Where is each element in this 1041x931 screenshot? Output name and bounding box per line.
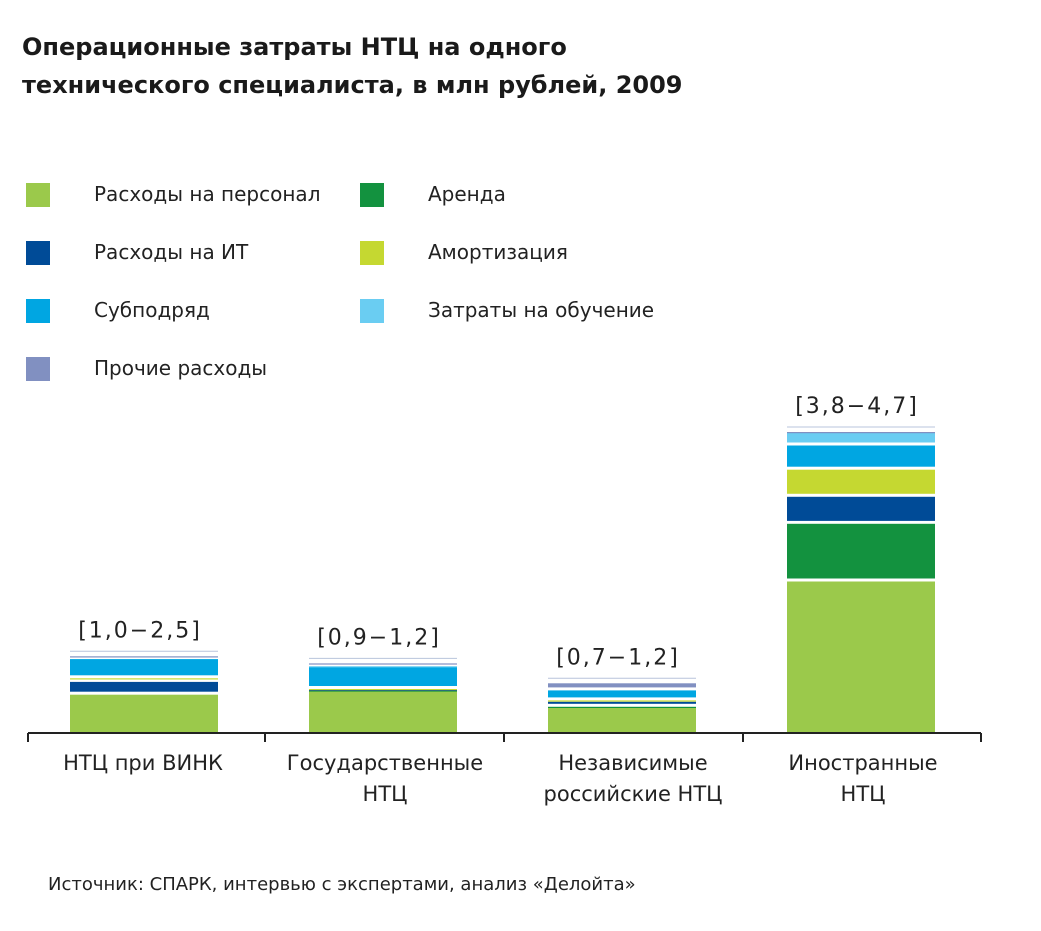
legend-item: Прочие расходы [26, 354, 267, 384]
stacked-bar-chart: [1,0−2,5] НТЦ при ВИНК [0,9−1,2] Государств… [27, 394, 982, 806]
legend-swatch [26, 183, 50, 207]
bar-segment [548, 706, 696, 708]
x-tick-label: Независимые [558, 751, 707, 775]
bar-segment [309, 666, 457, 668]
legend-label: Аренда [428, 182, 506, 206]
range-label: [3,8−4,7] [795, 394, 919, 419]
bar-segment [787, 581, 935, 733]
bar-segment [787, 432, 935, 443]
bar-segment [309, 691, 457, 733]
bar-segment [548, 701, 696, 704]
bar-segment [70, 656, 218, 658]
bar-segment [309, 690, 457, 692]
bar-segment [70, 694, 218, 733]
legend-item: Субподряд [26, 296, 210, 326]
bar-segment [70, 681, 218, 692]
chart-title-line: технического специалиста, в млн рублей, … [22, 71, 683, 99]
legend-swatch [26, 241, 50, 265]
legend-label: Субподряд [94, 298, 210, 322]
legend-label: Расходы на персонал [94, 182, 321, 206]
legend-label: Расходы на ИТ [94, 240, 249, 264]
bar-segment [787, 445, 935, 467]
bar-segment [548, 707, 696, 733]
bar-segment [787, 523, 935, 579]
legend-item: Аренда [360, 180, 506, 210]
source-note: Источник: СПАРК, интервью с экспертами, … [48, 874, 636, 895]
x-tick-label: НТЦ [363, 782, 408, 806]
x-tick-label: Государственные [287, 751, 483, 775]
bar-segment [70, 659, 218, 676]
legend-item: Расходы на ИТ [26, 238, 248, 268]
bar-segment [70, 678, 218, 680]
x-tick-label: Иностранные [788, 751, 937, 775]
legend-swatch [26, 357, 50, 381]
x-tick-label: НТЦ [841, 782, 886, 806]
bar-segment [309, 663, 457, 665]
legend-swatch [360, 299, 384, 323]
bar-segment [309, 666, 457, 686]
x-tick-label: НТЦ при ВИНК [63, 751, 223, 775]
bar-segment [548, 700, 696, 702]
range-label: [0,7−1,2] [556, 645, 680, 670]
legend-label: Затраты на обучение [428, 298, 655, 322]
bar-segment [309, 689, 457, 691]
bar-segment [787, 469, 935, 494]
bar-segment [548, 683, 696, 688]
chart-title: Операционные затраты НТЦ на одного техни… [22, 28, 722, 104]
legend-swatch [360, 241, 384, 265]
bar-segment [309, 689, 457, 691]
bar-segment [787, 432, 935, 434]
range-label: [0,9−1,2] [317, 625, 441, 650]
chart-title-line: Операционные затраты НТЦ на одного [22, 33, 567, 61]
bar-segment [787, 496, 935, 521]
legend-item: Амортизация [360, 238, 568, 268]
legend-swatch [360, 183, 384, 207]
x-tick-label: российские НТЦ [544, 782, 723, 806]
legend-label: Амортизация [428, 240, 568, 264]
legend-item: Затраты на обучение [360, 296, 654, 326]
legend-item: Расходы на персонал [26, 180, 320, 210]
legend-swatch [26, 299, 50, 323]
legend-label: Прочие расходы [94, 356, 268, 380]
bar-segment [548, 690, 696, 698]
range-label: [1,0−2,5] [78, 618, 202, 643]
